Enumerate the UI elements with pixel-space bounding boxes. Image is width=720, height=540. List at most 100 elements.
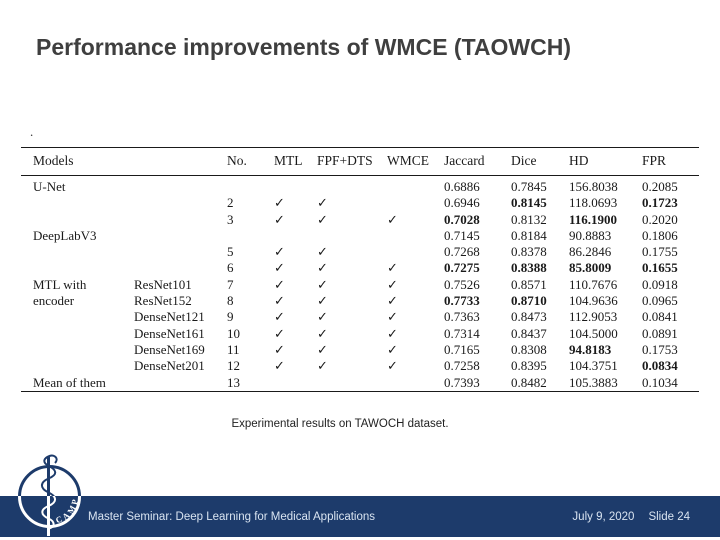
cell-model (21, 326, 134, 342)
camp-logo: CAMP (18, 454, 82, 538)
cell-model (21, 358, 134, 374)
header-mtl: MTL (274, 147, 317, 176)
cell-mtl-checkmark: ✓ (274, 260, 285, 276)
cell-hd: 105.3883 (569, 374, 642, 392)
cell-hd: 116.1900 (569, 211, 618, 227)
cell-model: U-Net (33, 179, 66, 194)
cell-fpf-dts-checkmark: ✓ (317, 358, 328, 374)
cell-no: 8 (227, 293, 234, 309)
cell-dice: 0.8571 (511, 276, 547, 292)
cell-hd: 85.8009 (569, 260, 612, 276)
cell-submodel (134, 228, 227, 244)
cell-mtl-checkmark: ✓ (274, 244, 285, 260)
results-table-container: Models No. MTL FPF+DTS WMCE Jaccard Dice… (21, 140, 699, 392)
cell-jaccard: 0.7393 (444, 374, 511, 392)
cell-model (21, 260, 134, 276)
table-row: encoder ResNet152 8 ✓ ✓ ✓ 0.7733 0.8710 … (21, 293, 699, 309)
cell-no (227, 176, 274, 196)
cell-fpr: 0.0965 (642, 293, 678, 309)
cell-fpf-dts-checkmark: ✓ (317, 260, 328, 276)
table-row: DenseNet169 11 ✓ ✓ ✓ 0.7165 0.8308 94.81… (21, 342, 699, 358)
table-row: U-Net 0.6886 0.7845 156.8038 0.2085 (21, 176, 699, 196)
cell-jaccard: 0.7526 (444, 276, 480, 292)
cell-jaccard: 0.6946 (444, 195, 480, 211)
cell-submodel (134, 374, 227, 392)
cell-fpf-dts-checkmark: ✓ (317, 293, 328, 309)
cell-fpr: 0.1723 (642, 195, 678, 211)
cell-submodel: ResNet101 (134, 276, 192, 292)
cell-wmce-checkmark (387, 176, 444, 196)
cell-hd: 90.8883 (569, 227, 612, 243)
cell-submodel (134, 260, 227, 276)
header-fpr: FPR (642, 147, 699, 176)
cell-dice: 0.8132 (511, 211, 547, 227)
cell-dice: 0.8308 (511, 341, 547, 357)
cell-dice: 0.8473 (511, 309, 547, 325)
cell-fpf-dts-checkmark: ✓ (317, 325, 328, 341)
cell-model (21, 195, 134, 211)
cell-wmce-checkmark: ✓ (387, 309, 398, 325)
cell-jaccard: 0.7275 (444, 260, 480, 276)
cell-dice: 0.8437 (511, 325, 547, 341)
table-caption: Experimental results on TAWOCH dataset. (231, 418, 449, 430)
cell-wmce-checkmark (387, 244, 444, 260)
cell-dice: 0.8378 (511, 244, 547, 260)
table-row: 6 ✓ ✓ ✓ 0.7275 0.8388 85.8009 0.1655 (21, 260, 699, 276)
cell-no: 12 (227, 358, 240, 374)
cell-fpr: 0.1753 (642, 341, 678, 357)
cell-wmce-checkmark: ✓ (387, 293, 398, 309)
cell-dice: 0.8395 (511, 358, 547, 374)
cell-jaccard: 0.7314 (444, 325, 480, 341)
cell-mtl-checkmark (274, 374, 317, 392)
cell-jaccard: 0.7028 (444, 211, 480, 227)
cell-fpf-dts-checkmark: ✓ (317, 341, 328, 357)
cell-model (21, 309, 134, 325)
header-fpf-dts: FPF+DTS (317, 147, 387, 176)
cell-model: DeepLabV3 (33, 227, 97, 243)
cell-no: 7 (227, 276, 234, 292)
cell-submodel: DenseNet169 (134, 341, 205, 357)
cell-fpr: 0.1755 (642, 244, 678, 260)
cell-fpr: 0.2020 (642, 211, 678, 227)
cell-dice: 0.8388 (511, 260, 547, 276)
cell-model: MTL with (33, 276, 87, 292)
table-row: 5 ✓ ✓ 0.7268 0.8378 86.2846 0.1755 (21, 244, 699, 260)
cell-wmce-checkmark (387, 195, 444, 211)
cell-jaccard: 0.7363 (444, 309, 480, 325)
cell-wmce-checkmark: ✓ (387, 358, 398, 374)
cell-mtl-checkmark (274, 176, 317, 196)
cell-fpr: 0.2085 (642, 179, 678, 194)
cell-hd: 104.9636 (569, 293, 618, 309)
cell-hd: 118.0693 (569, 195, 618, 211)
cell-wmce-checkmark: ✓ (387, 325, 398, 341)
table-row: DenseNet161 10 ✓ ✓ ✓ 0.7314 0.8437 104.5… (21, 326, 699, 342)
cell-fpr: 0.0891 (642, 325, 678, 341)
cell-submodel (134, 212, 227, 228)
header-wmce: WMCE (387, 147, 444, 176)
cell-model (21, 244, 134, 260)
cell-model (21, 342, 134, 358)
cell-hd: 104.3751 (569, 358, 618, 374)
cell-submodel (134, 176, 227, 196)
cell-wmce-checkmark (387, 374, 444, 392)
cell-dice: 0.8184 (511, 227, 547, 243)
cell-no: 3 (227, 211, 234, 227)
cell-no: 9 (227, 309, 234, 325)
cell-wmce-checkmark: ✓ (387, 341, 398, 357)
footer-bar: Master Seminar: Deep Learning for Medica… (0, 496, 720, 537)
footer-course-title: Master Seminar: Deep Learning for Medica… (88, 510, 376, 523)
cell-hd: 110.7676 (569, 276, 618, 292)
cell-hd: 156.8038 (569, 179, 618, 194)
header-no: No. (227, 147, 274, 176)
cell-dice: 0.8482 (511, 374, 569, 392)
cell-fpr: 0.1034 (642, 374, 699, 392)
cell-mtl-checkmark: ✓ (274, 276, 285, 292)
table-header-row: Models No. MTL FPF+DTS WMCE Jaccard Dice… (21, 147, 699, 176)
cell-no: 2 (227, 195, 234, 211)
results-table: Models No. MTL FPF+DTS WMCE Jaccard Dice… (21, 147, 699, 392)
table-row: MTL with ResNet101 7 ✓ ✓ ✓ 0.7526 0.8571… (21, 277, 699, 293)
cell-mtl-checkmark (274, 228, 317, 244)
cell-submodel: DenseNet201 (134, 358, 205, 374)
table-row: DeepLabV3 0.7145 0.8184 90.8883 0.1806 (21, 228, 699, 244)
table-row: 2 ✓ ✓ 0.6946 0.8145 118.0693 0.1723 (21, 195, 699, 211)
